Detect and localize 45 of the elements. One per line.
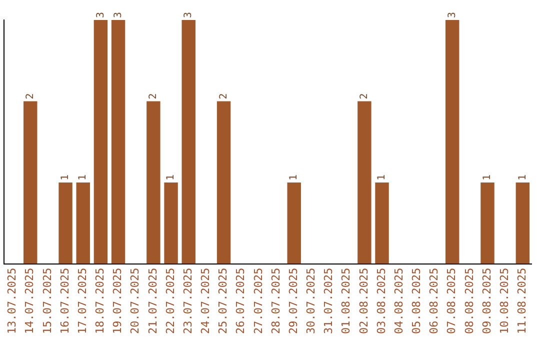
data-label: 2: [24, 93, 36, 100]
x-tick-label: 29.07.2025: [286, 268, 300, 334]
data-label: 1: [60, 174, 72, 181]
x-tick-label: 01.08.2025: [340, 268, 353, 334]
x-tick-label: 26.07.2025: [234, 268, 248, 334]
data-label: 2: [218, 93, 230, 100]
data-label: 1: [166, 174, 177, 181]
data-label: 1: [78, 174, 89, 181]
x-tick-label: 28.07.2025: [269, 268, 282, 334]
data-label: 3: [183, 12, 194, 18]
x-tick-label: 25.07.2025: [216, 268, 230, 334]
data-label: 1: [482, 174, 494, 181]
x-tick-label: 11.08.2025: [516, 268, 529, 334]
x-tick-label: 30.07.2025: [304, 268, 318, 334]
data-label: 1: [376, 174, 388, 181]
x-tick-label: 07.08.2025: [445, 268, 458, 334]
x-tick-label: 03.08.2025: [374, 268, 388, 334]
data-label: 3: [446, 12, 458, 18]
x-tick-label: 22.07.2025: [164, 268, 177, 334]
x-tick-label: 23.07.2025: [181, 268, 194, 334]
x-tick-label: 27.07.2025: [252, 268, 265, 334]
x-tick-label: 20.07.2025: [128, 268, 142, 334]
x-tick-label: 15.07.2025: [40, 268, 54, 334]
x-tick-label: 04.08.2025: [392, 268, 406, 334]
x-tick-label: 09.08.2025: [480, 268, 494, 334]
x-tick-label: 19.07.2025: [111, 268, 124, 334]
x-tick-label: 02.08.2025: [357, 268, 370, 334]
x-tick-label: 31.07.2025: [322, 268, 336, 334]
x-tick-label: 17.07.2025: [76, 268, 89, 334]
data-label: 3: [95, 12, 106, 18]
x-tick-label: 06.08.2025: [428, 268, 441, 334]
x-tick-label: 05.08.2025: [410, 268, 424, 334]
x-tick-label: 16.07.2025: [58, 268, 72, 334]
x-tick-label: 14.07.2025: [23, 268, 36, 334]
x-tick-label: 18.07.2025: [94, 268, 107, 334]
data-label: 2: [148, 93, 160, 100]
x-tick-label: 08.08.2025: [462, 268, 476, 334]
data-label: 3: [112, 12, 124, 18]
data-label: 1: [288, 174, 300, 181]
data-label: 2: [359, 93, 370, 100]
x-tick-label: 13.07.2025: [6, 268, 19, 334]
x-tick-label: 21.07.2025: [146, 268, 160, 334]
x-tick-label: 10.08.2025: [498, 268, 511, 334]
data-label: 1: [517, 174, 528, 181]
x-tick-label: 24.07.2025: [199, 268, 212, 334]
